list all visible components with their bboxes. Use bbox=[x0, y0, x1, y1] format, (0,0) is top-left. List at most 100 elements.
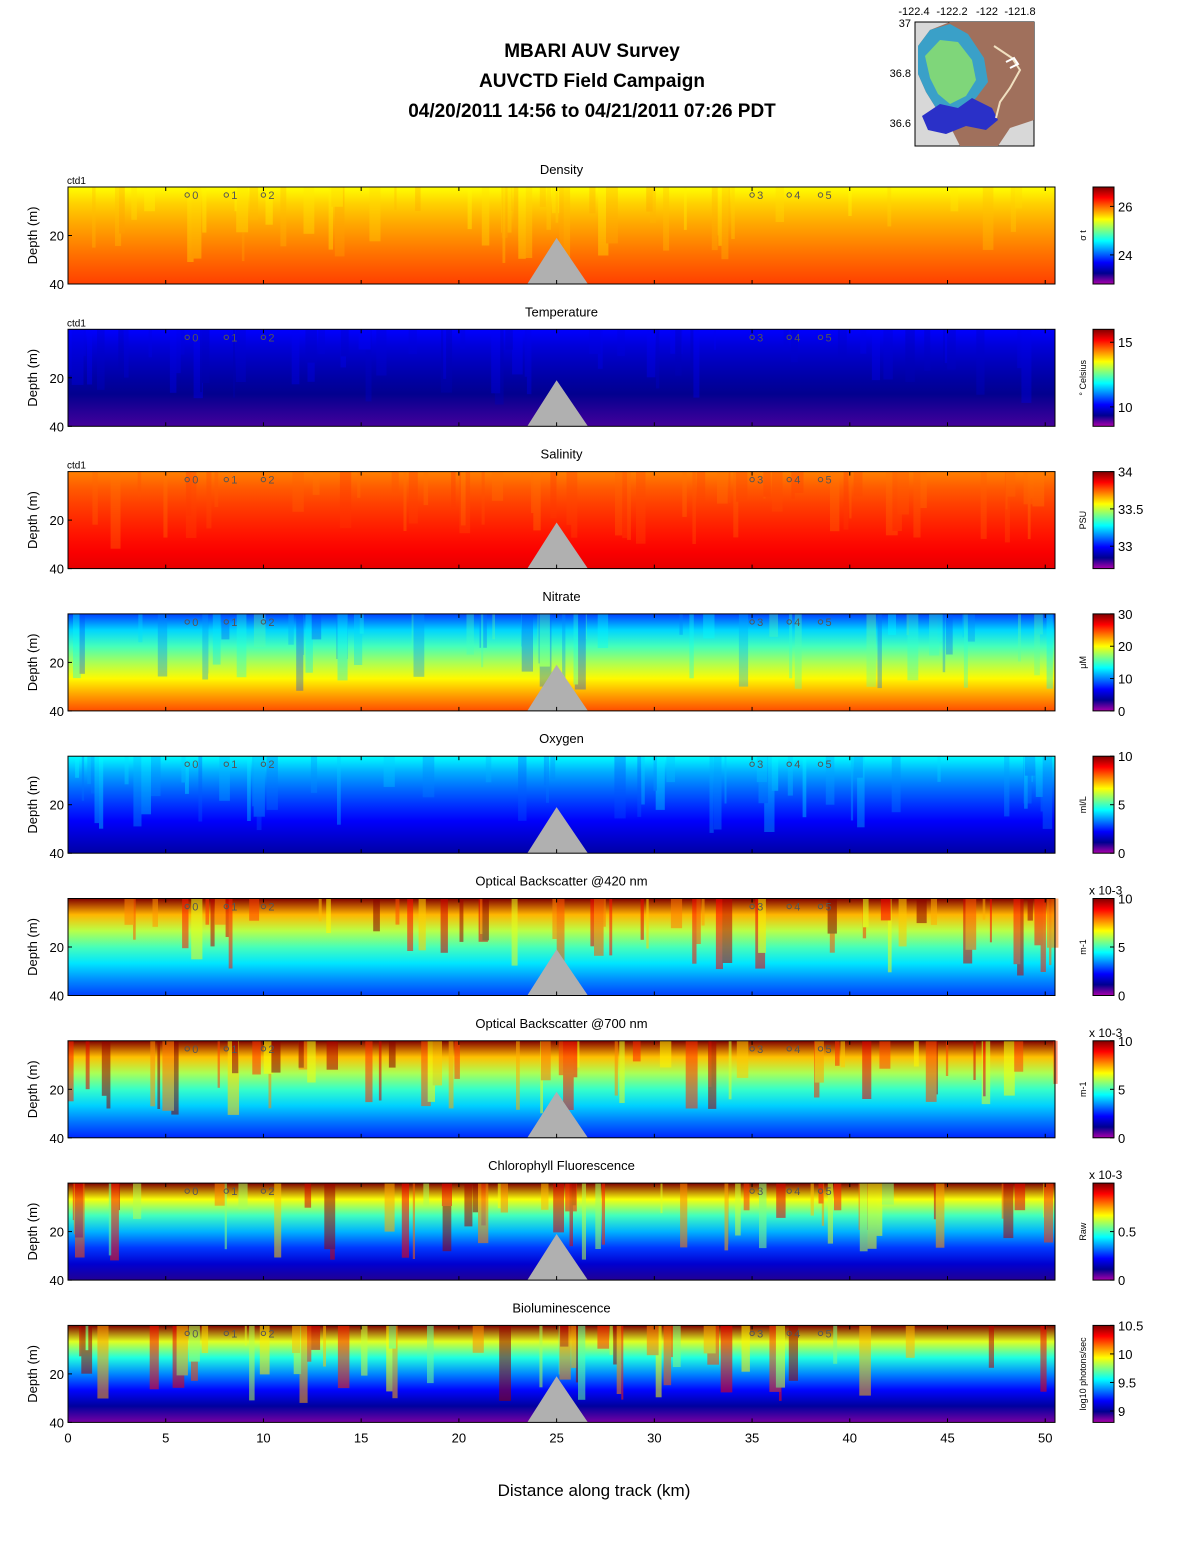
inset-lat-tick-2: 36.6 bbox=[890, 118, 911, 130]
panel-nitrate: 0 1 2 3 4 5 20 40 Depth (m) Nitrate 30 20 10 0 μM bbox=[25, 589, 1132, 719]
heatmap-texture bbox=[72, 1183, 1054, 1261]
station-marker: 3 bbox=[749, 475, 763, 487]
station-marker-label: 3 bbox=[757, 1328, 763, 1340]
y-tick-label: 20 bbox=[50, 513, 64, 528]
station-marker-label: 0 bbox=[192, 332, 198, 344]
heatmap-texture bbox=[92, 187, 1023, 263]
seafloor-peak bbox=[527, 522, 588, 569]
station-marker-label: 0 bbox=[192, 1044, 198, 1056]
panel-optical-backscatter-420-nm: 0 1 2 3 4 5 20 40 Depth (m) Optical Backscatter @… bbox=[25, 874, 1132, 1004]
station-marker: 0 bbox=[184, 190, 198, 202]
station-marker-label: 3 bbox=[757, 1044, 763, 1056]
colorbar: 10 5 0 ml/L bbox=[1078, 749, 1132, 861]
x-tick-label: 30 bbox=[647, 1430, 661, 1445]
station-marker-symbol bbox=[260, 192, 267, 198]
colorbar-tick-label: 10 bbox=[1118, 1034, 1132, 1049]
colorbar-tick-label: 10 bbox=[1118, 400, 1132, 415]
station-marker-label: 1 bbox=[231, 1328, 237, 1340]
colorbar-tick-label: 33 bbox=[1118, 539, 1132, 554]
station-marker: 4 bbox=[786, 332, 800, 344]
station-marker-symbol bbox=[749, 1046, 755, 1052]
station-marker: 2 bbox=[260, 1044, 275, 1056]
colorbar-gradient bbox=[1092, 328, 1115, 427]
colorbar: 26 24 σ t bbox=[1078, 186, 1132, 285]
station-marker: 5 bbox=[817, 190, 832, 202]
colorbar-tick-label: 10 bbox=[1118, 749, 1132, 764]
station-marker-symbol bbox=[817, 192, 824, 198]
colorbar: 0.5 0 Raw x 10-3 bbox=[1078, 1168, 1136, 1288]
station-marker: 5 bbox=[817, 617, 832, 629]
station-marker: 1 bbox=[223, 617, 237, 629]
title-line-3: 04/20/2011 14:56 to 04/21/2011 07:26 PDT bbox=[408, 101, 776, 122]
station-marker-label: 5 bbox=[826, 332, 832, 344]
y-tick-label: 40 bbox=[50, 419, 64, 434]
y-tick-label: 20 bbox=[50, 1225, 64, 1240]
station-marker: 0 bbox=[184, 1044, 198, 1056]
station-marker-label: 4 bbox=[794, 190, 800, 202]
seafloor-peak bbox=[527, 1376, 588, 1423]
colorbar-multiplier: x 10-3 bbox=[1089, 1168, 1123, 1182]
station-marker-label: 0 bbox=[192, 617, 198, 629]
colorbar-tick-label: 5 bbox=[1118, 940, 1125, 955]
seafloor-peak bbox=[527, 949, 588, 996]
y-tick-label: 20 bbox=[50, 1082, 64, 1097]
station-marker-symbol bbox=[749, 192, 755, 198]
colorbar-tick-label: 0.5 bbox=[1118, 1225, 1136, 1240]
station-marker-label: 2 bbox=[268, 1186, 274, 1198]
inset-lat-tick-0: 37 bbox=[899, 18, 911, 30]
station-marker: 3 bbox=[749, 1044, 763, 1056]
station-marker-symbol bbox=[817, 903, 824, 910]
station-marker-label: 1 bbox=[231, 1186, 237, 1198]
station-marker: 5 bbox=[817, 332, 832, 344]
station-marker-label: 2 bbox=[268, 902, 274, 914]
station-marker-label: 0 bbox=[192, 902, 198, 914]
colorbar-tick-label: 9 bbox=[1118, 1404, 1125, 1419]
colorbar-tick-label: 26 bbox=[1118, 199, 1132, 214]
colorbar-tick-label: 20 bbox=[1118, 639, 1132, 654]
y-tick-label: 20 bbox=[50, 655, 64, 670]
station-marker-label: 2 bbox=[268, 190, 274, 202]
x-tick-label: 50 bbox=[1038, 1430, 1052, 1445]
colorbar-tick-label: 10 bbox=[1118, 892, 1132, 907]
y-axis-label: Depth (m) bbox=[25, 918, 40, 976]
x-tick-label: 10 bbox=[256, 1430, 270, 1445]
station-marker: 4 bbox=[786, 475, 800, 487]
y-axis-label: Depth (m) bbox=[25, 1203, 40, 1261]
station-marker: 0 bbox=[184, 332, 198, 344]
station-marker-symbol bbox=[786, 903, 792, 910]
x-tick-labels: 0 5 10 15 20 25 30 35 40 45 50 bbox=[64, 1430, 1052, 1445]
x-tick-label: 25 bbox=[549, 1430, 563, 1445]
station-marker-label: 3 bbox=[757, 332, 763, 344]
x-tick-label: 20 bbox=[452, 1430, 466, 1445]
y-tick-label: 40 bbox=[50, 562, 64, 577]
heatmap-texture bbox=[68, 329, 1032, 405]
station-marker-label: 0 bbox=[192, 475, 198, 487]
y-tick-label: 40 bbox=[50, 704, 64, 719]
station-marker: 5 bbox=[817, 475, 832, 487]
station-marker-label: 5 bbox=[826, 902, 832, 914]
y-tick-label: 40 bbox=[50, 846, 64, 861]
y-tick-label: 40 bbox=[50, 1415, 64, 1430]
panel-title: Nitrate bbox=[542, 589, 580, 604]
x-tick-label: 0 bbox=[64, 1430, 71, 1445]
station-marker: 0 bbox=[184, 617, 198, 629]
station-marker-symbol bbox=[817, 1330, 824, 1337]
station-marker-symbol bbox=[749, 476, 755, 483]
panel-density: 0 1 2 3 4 5 20 40 Depth (m) Density ctd1 26 24 σ t bbox=[25, 162, 1132, 292]
station-marker-label: 5 bbox=[826, 1186, 832, 1198]
seafloor-peak bbox=[527, 807, 588, 854]
station-marker-label: 4 bbox=[794, 1328, 800, 1340]
station-marker: 1 bbox=[223, 759, 237, 771]
station-marker: 2 bbox=[260, 1186, 275, 1198]
station-marker-symbol bbox=[260, 1188, 267, 1194]
colorbar: 10 5 0 m-1 x 10-3 bbox=[1078, 884, 1132, 1004]
y-tick-label: 40 bbox=[50, 277, 64, 292]
station-marker-symbol bbox=[260, 476, 267, 483]
x-tick-label: 45 bbox=[940, 1430, 954, 1445]
panel-chlorophyll-fluorescence: 0 1 2 3 4 5 20 40 Depth (m) Chlorophyll Fluoresce… bbox=[25, 1158, 1136, 1288]
station-marker-label: 0 bbox=[192, 190, 198, 202]
station-marker-label: 4 bbox=[794, 759, 800, 771]
station-marker-symbol bbox=[223, 1330, 230, 1337]
